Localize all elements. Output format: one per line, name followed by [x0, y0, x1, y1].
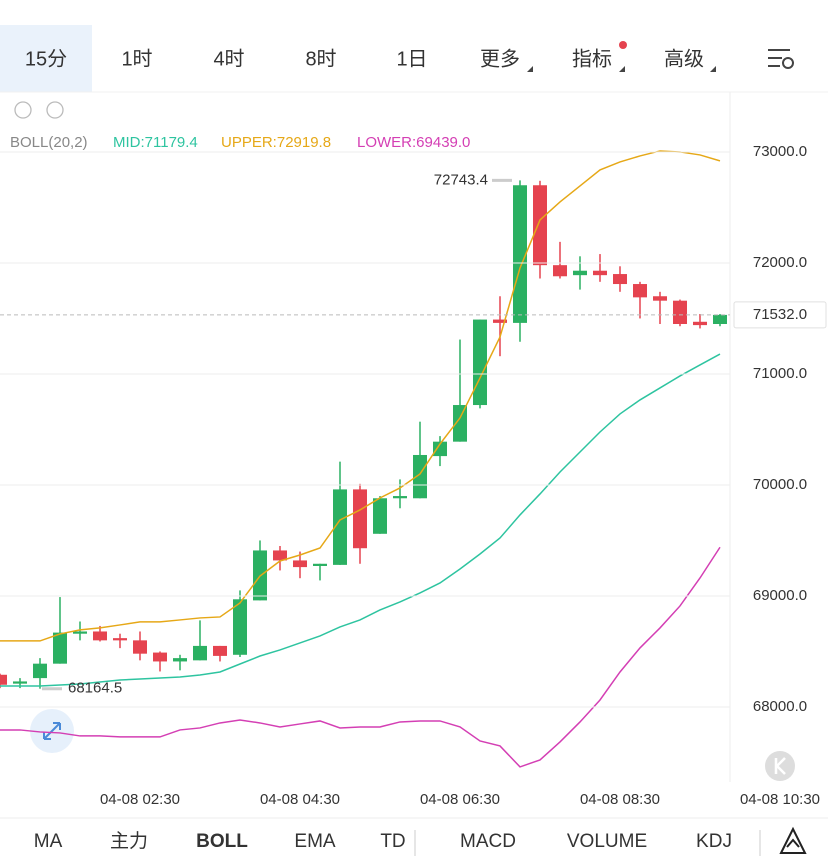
indicator-tab[interactable]: MACD — [460, 831, 516, 852]
timeframe-tab[interactable]: 指标 — [572, 47, 612, 70]
candle-body — [693, 321, 707, 326]
x-tick-label: 04-08 06:30 — [420, 791, 500, 808]
candle-body — [273, 550, 287, 561]
back-button[interactable] — [765, 751, 795, 781]
active-tab-bg — [0, 25, 92, 92]
candle-body — [653, 296, 667, 301]
high-label: 72743.4 — [434, 171, 488, 188]
low-label: 68164.5 — [68, 680, 122, 697]
draw-icon[interactable] — [779, 826, 807, 854]
last-price-label: 71532.0 — [753, 306, 807, 323]
candle-body — [313, 563, 327, 566]
candle-body — [593, 270, 607, 276]
candle-body — [453, 405, 467, 442]
candle-body — [293, 560, 307, 568]
candle-body — [173, 658, 187, 662]
candle-body — [513, 185, 527, 323]
candle-body — [553, 265, 567, 277]
candle-body — [193, 645, 207, 661]
timeframe-tab[interactable]: 1时 — [121, 47, 152, 70]
indicator-tab[interactable]: EMA — [294, 831, 336, 852]
candle-body — [213, 645, 227, 656]
candle-body — [393, 496, 407, 499]
candle-body — [673, 300, 687, 324]
candle-body — [153, 652, 167, 662]
y-tick-label: 71000.0 — [753, 365, 807, 382]
indicator-tab[interactable]: VOLUME — [567, 831, 647, 852]
timeframe-tab[interactable]: 更多 — [480, 47, 520, 70]
indicator-tab[interactable]: TD — [380, 831, 405, 852]
candle-body — [493, 319, 507, 323]
last-price-box — [733, 301, 827, 329]
settings-icon[interactable] — [46, 101, 64, 119]
y-tick-label: 73000.0 — [753, 143, 807, 160]
y-tick-label: 68000.0 — [753, 698, 807, 715]
expand-icon — [43, 722, 61, 740]
candle-body — [13, 681, 27, 684]
dropdown-mark — [527, 66, 533, 72]
candle-body — [233, 599, 247, 655]
x-tick-label: 04-08 02:30 — [100, 791, 180, 808]
x-tick-label: 04-08 04:30 — [260, 791, 340, 808]
indicator-tab[interactable]: KDJ — [696, 831, 732, 852]
timeframe-tab[interactable]: 15分 — [25, 47, 67, 70]
boll-line — [0, 150, 721, 642]
timeframe-tab[interactable]: 高级 — [664, 47, 704, 70]
candle-body — [0, 674, 7, 685]
indicator-tab[interactable]: 主力 — [110, 830, 148, 852]
legend-entry: MID:71179.4 — [113, 134, 198, 151]
legend-entry: LOWER:69439.0 — [357, 134, 470, 151]
legend-entry: UPPER:72919.8 — [221, 134, 331, 151]
y-tick-label: 69000.0 — [753, 587, 807, 604]
plot — [0, 150, 727, 768]
candle-body — [73, 631, 87, 634]
timeframe-tab[interactable]: 1日 — [396, 48, 427, 70]
y-tick-label: 72000.0 — [753, 254, 807, 271]
candle-body — [53, 632, 67, 664]
candle-body — [633, 284, 647, 298]
candle-body — [113, 638, 127, 641]
dropdown-mark — [619, 66, 625, 72]
candle-body — [573, 270, 587, 276]
x-tick-label: 04-08 10:30 — [740, 791, 820, 808]
candle-body — [713, 314, 727, 324]
dropdown-mark — [710, 66, 716, 72]
collapse-icon[interactable] — [14, 101, 32, 119]
candle-body — [133, 640, 147, 654]
notice-dot — [619, 41, 627, 49]
candle-body — [333, 489, 347, 565]
x-tick-label: 04-08 08:30 — [580, 791, 660, 808]
indicator-label: BOLL(20,2) — [10, 134, 88, 151]
candle-body — [433, 441, 447, 457]
y-tick-label: 70000.0 — [753, 476, 807, 493]
timeframe-tab[interactable]: 4时 — [213, 47, 244, 70]
candle-body — [413, 454, 427, 499]
indicator-tab[interactable]: MA — [34, 831, 63, 852]
candle-body — [533, 185, 547, 266]
candle-body — [353, 489, 367, 549]
filter-icon[interactable] — [768, 49, 794, 69]
back-icon — [774, 757, 786, 775]
candle-body — [93, 631, 107, 641]
timeframe-tab[interactable]: 8时 — [305, 47, 336, 70]
boll-line — [0, 546, 721, 768]
candle-body — [373, 498, 387, 534]
candle-body — [613, 274, 627, 285]
candle-body — [33, 663, 47, 679]
candle-body — [473, 319, 487, 406]
boll-line — [0, 353, 721, 687]
indicator-tab[interactable]: BOLL — [196, 831, 248, 852]
